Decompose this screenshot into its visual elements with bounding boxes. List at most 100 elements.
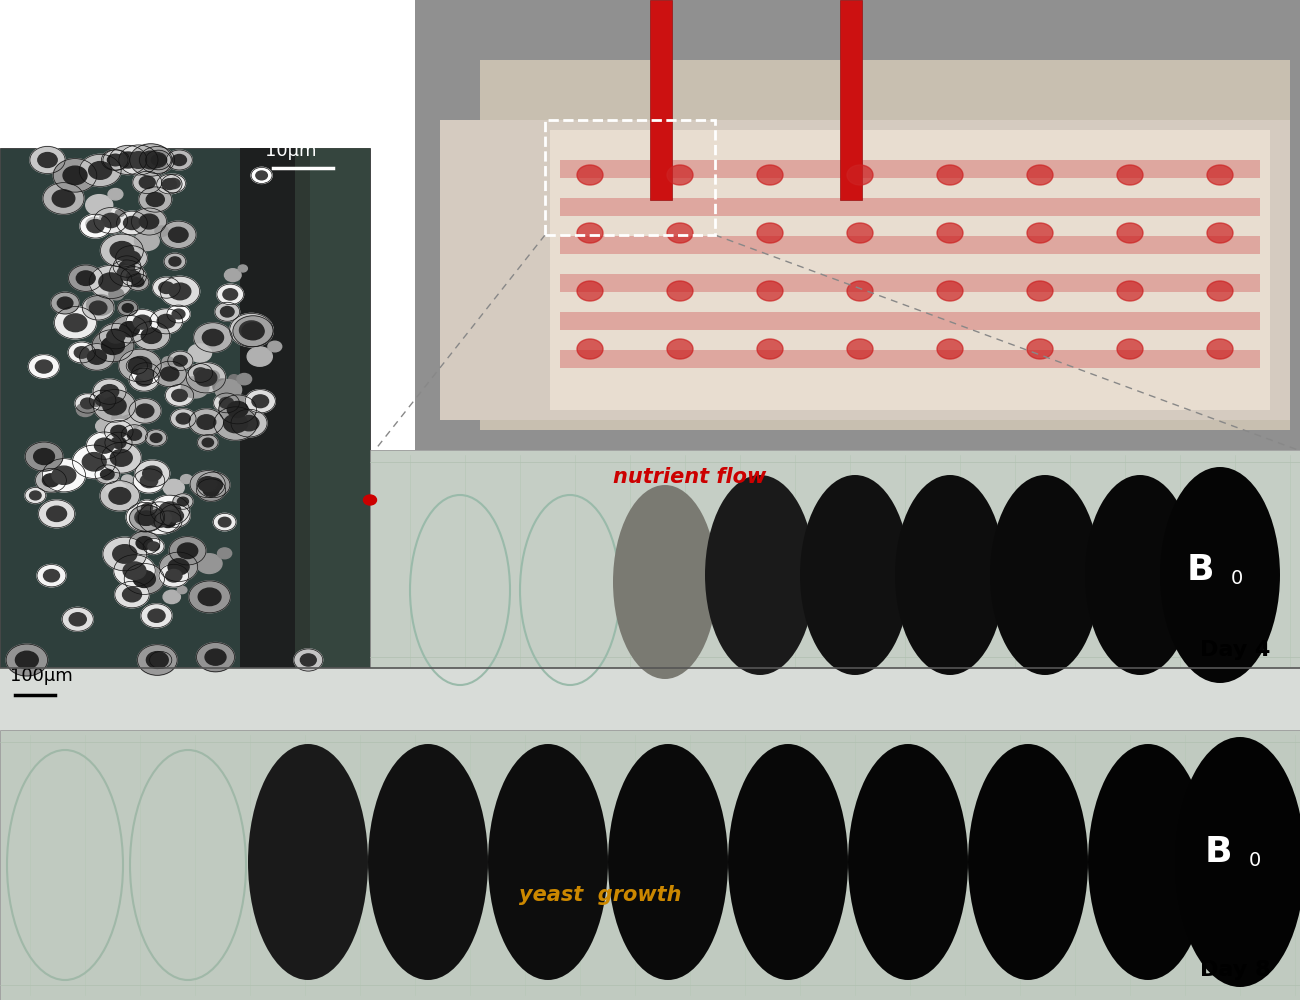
Circle shape (251, 167, 272, 183)
Circle shape (196, 472, 230, 498)
Circle shape (294, 649, 322, 671)
Circle shape (195, 369, 217, 386)
Circle shape (213, 379, 233, 394)
Ellipse shape (991, 475, 1100, 675)
Text: B: B (1187, 553, 1214, 587)
Circle shape (136, 500, 157, 516)
Circle shape (82, 453, 107, 471)
Ellipse shape (728, 744, 848, 980)
Circle shape (169, 227, 188, 242)
Circle shape (1117, 165, 1143, 185)
Circle shape (159, 282, 174, 293)
Circle shape (848, 339, 874, 359)
Circle shape (155, 655, 166, 665)
Bar (240, 148, 309, 668)
Circle shape (111, 437, 126, 448)
Circle shape (169, 537, 205, 565)
Circle shape (300, 654, 316, 666)
Bar (650, 0, 672, 200)
Circle shape (204, 370, 220, 382)
Circle shape (120, 415, 139, 430)
Circle shape (159, 502, 181, 519)
Circle shape (127, 152, 150, 168)
Bar (550, 130, 1270, 410)
Circle shape (64, 314, 87, 332)
Circle shape (172, 309, 185, 319)
Circle shape (43, 474, 60, 487)
Circle shape (43, 183, 84, 214)
Circle shape (117, 266, 136, 280)
Circle shape (172, 389, 187, 401)
Circle shape (136, 411, 147, 419)
Circle shape (186, 363, 226, 393)
Circle shape (94, 390, 135, 422)
Circle shape (159, 564, 188, 587)
Circle shape (112, 414, 122, 422)
Circle shape (151, 433, 162, 442)
Circle shape (143, 538, 164, 554)
Circle shape (169, 257, 181, 266)
Circle shape (135, 509, 156, 525)
Circle shape (39, 500, 74, 528)
Circle shape (82, 296, 114, 320)
Circle shape (213, 393, 239, 413)
Circle shape (155, 511, 182, 532)
Circle shape (126, 502, 165, 532)
Circle shape (166, 509, 183, 522)
Circle shape (79, 154, 121, 187)
Circle shape (203, 438, 213, 447)
Circle shape (87, 295, 113, 315)
Circle shape (121, 425, 147, 445)
Circle shape (168, 559, 188, 575)
Circle shape (35, 360, 52, 373)
Circle shape (203, 329, 224, 346)
Bar (545, 120, 715, 235)
Circle shape (196, 415, 216, 429)
Circle shape (138, 645, 177, 675)
Circle shape (160, 552, 198, 582)
Circle shape (577, 281, 603, 301)
Circle shape (198, 588, 221, 606)
Circle shape (151, 495, 190, 525)
Bar (0, 730, 1300, 1000)
Circle shape (222, 289, 238, 300)
Circle shape (160, 516, 176, 528)
Circle shape (73, 445, 116, 478)
Circle shape (239, 416, 259, 431)
Circle shape (173, 494, 192, 509)
Circle shape (135, 373, 152, 386)
Circle shape (237, 373, 252, 385)
Ellipse shape (848, 744, 968, 980)
Circle shape (124, 216, 140, 230)
Circle shape (152, 277, 181, 298)
Circle shape (848, 223, 874, 243)
Circle shape (129, 413, 143, 425)
Circle shape (111, 449, 133, 466)
Circle shape (100, 469, 114, 480)
Circle shape (114, 555, 155, 587)
Circle shape (140, 604, 172, 628)
Circle shape (146, 361, 166, 377)
Circle shape (129, 357, 152, 375)
Circle shape (238, 265, 247, 272)
Circle shape (177, 586, 187, 594)
Ellipse shape (1160, 467, 1280, 683)
Circle shape (150, 309, 182, 334)
Circle shape (118, 145, 159, 175)
Text: 0: 0 (1248, 850, 1261, 869)
Circle shape (220, 397, 234, 408)
Circle shape (109, 288, 124, 300)
Circle shape (105, 432, 133, 453)
Circle shape (62, 607, 94, 631)
Circle shape (147, 652, 168, 668)
Circle shape (121, 267, 147, 286)
Circle shape (74, 347, 90, 358)
Circle shape (214, 302, 239, 321)
Circle shape (252, 395, 269, 408)
Circle shape (129, 399, 161, 423)
Circle shape (126, 309, 159, 335)
Circle shape (162, 479, 185, 496)
Circle shape (1027, 223, 1053, 243)
Circle shape (233, 316, 273, 347)
Circle shape (116, 246, 147, 270)
